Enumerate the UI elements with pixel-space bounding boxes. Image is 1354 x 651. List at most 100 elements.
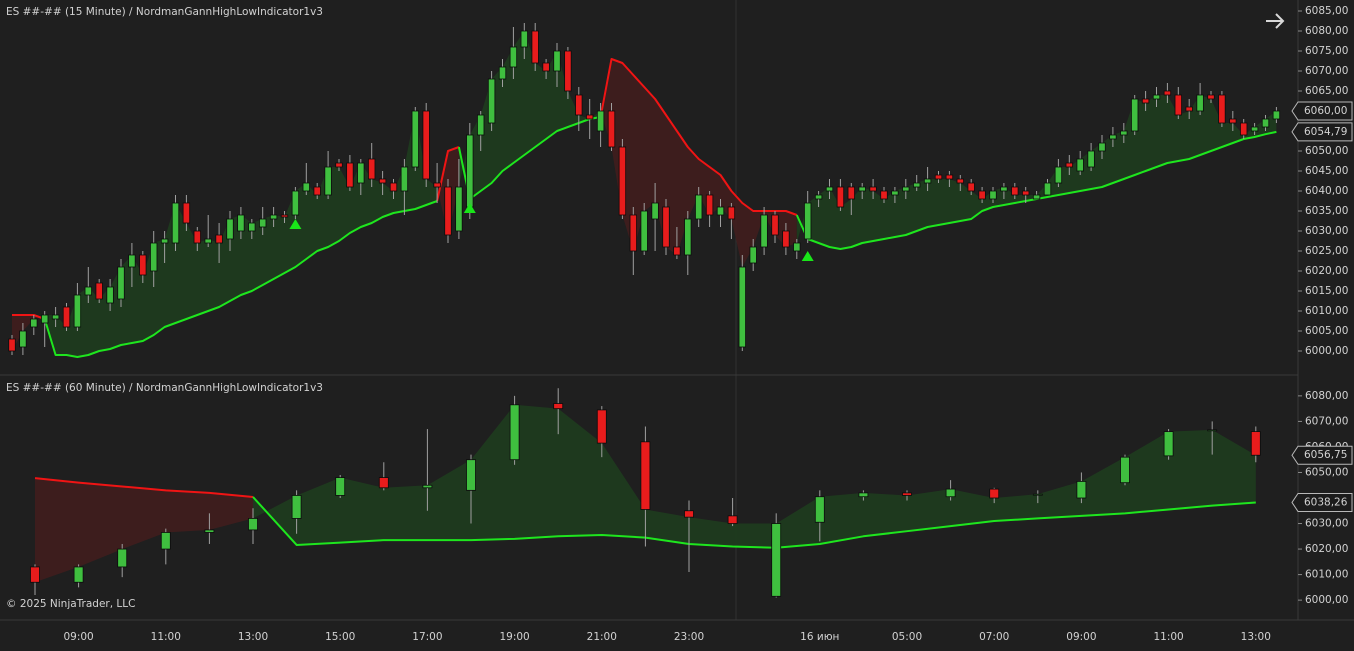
candle-body <box>302 182 310 192</box>
copyright: © 2025 NinjaTrader, LLC <box>6 598 135 610</box>
candle-body <box>596 110 605 132</box>
candle-body <box>1098 142 1106 152</box>
price-badge <box>1291 492 1353 512</box>
x-tick-label: 15:00 <box>325 631 355 643</box>
arrow-icon[interactable] <box>1266 13 1285 29</box>
price-badge-label: 6060,00 <box>1304 105 1347 117</box>
candle-body <box>1120 130 1128 136</box>
candle-body <box>455 186 463 232</box>
candle-body <box>1087 150 1095 168</box>
candle-body <box>640 441 651 510</box>
panel: 6000,006010,006020,006030,006040,006050,… <box>6 382 1353 643</box>
candle-body <box>618 146 627 216</box>
candle-body <box>509 404 520 461</box>
candle-body <box>836 186 845 208</box>
x-tick-label: 05:00 <box>892 631 922 643</box>
candle-body <box>1163 90 1172 96</box>
y-tick-label: 6020,00 <box>1305 543 1348 555</box>
candle-body <box>880 190 888 200</box>
candle-body <box>967 182 975 192</box>
y-tick-label: 6000,00 <box>1305 594 1348 606</box>
candle-body <box>30 318 38 328</box>
candle-body <box>716 206 725 216</box>
y-tick-label: 6025,00 <box>1305 245 1348 257</box>
candle-body <box>498 66 507 80</box>
candle-body <box>139 254 147 276</box>
price-badge-label: 6054,79 <box>1304 126 1347 138</box>
y-tick-label: 6010,00 <box>1305 305 1348 317</box>
candle-body <box>804 202 812 240</box>
y-tick-label: 6080,00 <box>1305 390 1348 402</box>
candle-body <box>814 194 823 200</box>
y-tick-label: 6035,00 <box>1305 205 1348 217</box>
y-tick-label: 6010,00 <box>1305 569 1348 581</box>
x-tick-label: 13:00 <box>238 631 268 643</box>
candle-body <box>1152 94 1161 100</box>
candle-body <box>150 242 158 272</box>
candle-body <box>858 186 866 192</box>
candle-body <box>1261 118 1270 128</box>
indicator-fill <box>253 404 1256 548</box>
x-tick-label: 09:00 <box>1066 631 1096 643</box>
candle-body <box>847 186 855 200</box>
candle-body <box>324 166 332 196</box>
candle-body <box>1000 186 1008 192</box>
candle-body <box>1272 110 1281 120</box>
y-tick-label: 6005,00 <box>1305 325 1348 337</box>
candle-body <box>945 488 956 498</box>
candle-body <box>1120 456 1130 484</box>
candle-body <box>978 190 986 200</box>
candle-body <box>891 190 899 196</box>
candle-body <box>389 182 398 192</box>
candle-body <box>19 330 27 348</box>
candle-body <box>1196 94 1204 112</box>
candle-body <box>117 266 125 300</box>
candle-body <box>106 286 114 304</box>
candle-body <box>705 194 714 216</box>
candle-body <box>357 162 365 184</box>
candle-body <box>771 523 782 597</box>
candle-body <box>466 459 476 491</box>
navigate-arrow[interactable] <box>1266 13 1285 29</box>
candle-body <box>62 306 71 328</box>
candle-body <box>313 186 321 196</box>
y-tick-label: 6015,00 <box>1305 285 1348 297</box>
x-tick-label: 11:00 <box>1153 631 1183 643</box>
candle-body <box>1131 98 1139 132</box>
candle-body <box>226 218 234 240</box>
candle-body <box>1141 98 1150 104</box>
x-tick-label: 13:00 <box>1241 631 1271 643</box>
candle-body <box>771 214 779 236</box>
candle-body <box>41 314 49 324</box>
candle-body <box>291 495 302 519</box>
candle-body <box>73 294 82 328</box>
y-tick-label: 6070,00 <box>1305 65 1348 77</box>
signal-triangle <box>801 251 814 261</box>
y-tick-label: 6065,00 <box>1305 85 1348 97</box>
candle-body <box>95 282 103 300</box>
signal-triangle <box>463 203 476 213</box>
candle-body <box>269 214 278 220</box>
x-tick-label: 07:00 <box>979 631 1009 643</box>
candle-body <box>117 548 128 568</box>
candle-body <box>422 484 433 489</box>
candle-body <box>956 178 964 184</box>
candle-body <box>989 190 997 200</box>
candle-body <box>160 238 169 244</box>
candle-body <box>814 496 825 523</box>
candle-body <box>564 50 572 92</box>
candle-body <box>487 78 496 124</box>
candle-body <box>335 477 346 496</box>
candle-body <box>51 314 60 320</box>
candle-body <box>378 178 387 184</box>
candle-body <box>1054 166 1063 184</box>
candle-body <box>280 214 289 218</box>
candle-body <box>825 186 834 192</box>
candle-body <box>989 488 1000 499</box>
candle-body <box>422 110 430 180</box>
candle-body <box>1250 126 1259 132</box>
candle-body <box>259 218 267 228</box>
indicator-fill <box>600 59 797 267</box>
indicator-fill <box>458 31 601 199</box>
